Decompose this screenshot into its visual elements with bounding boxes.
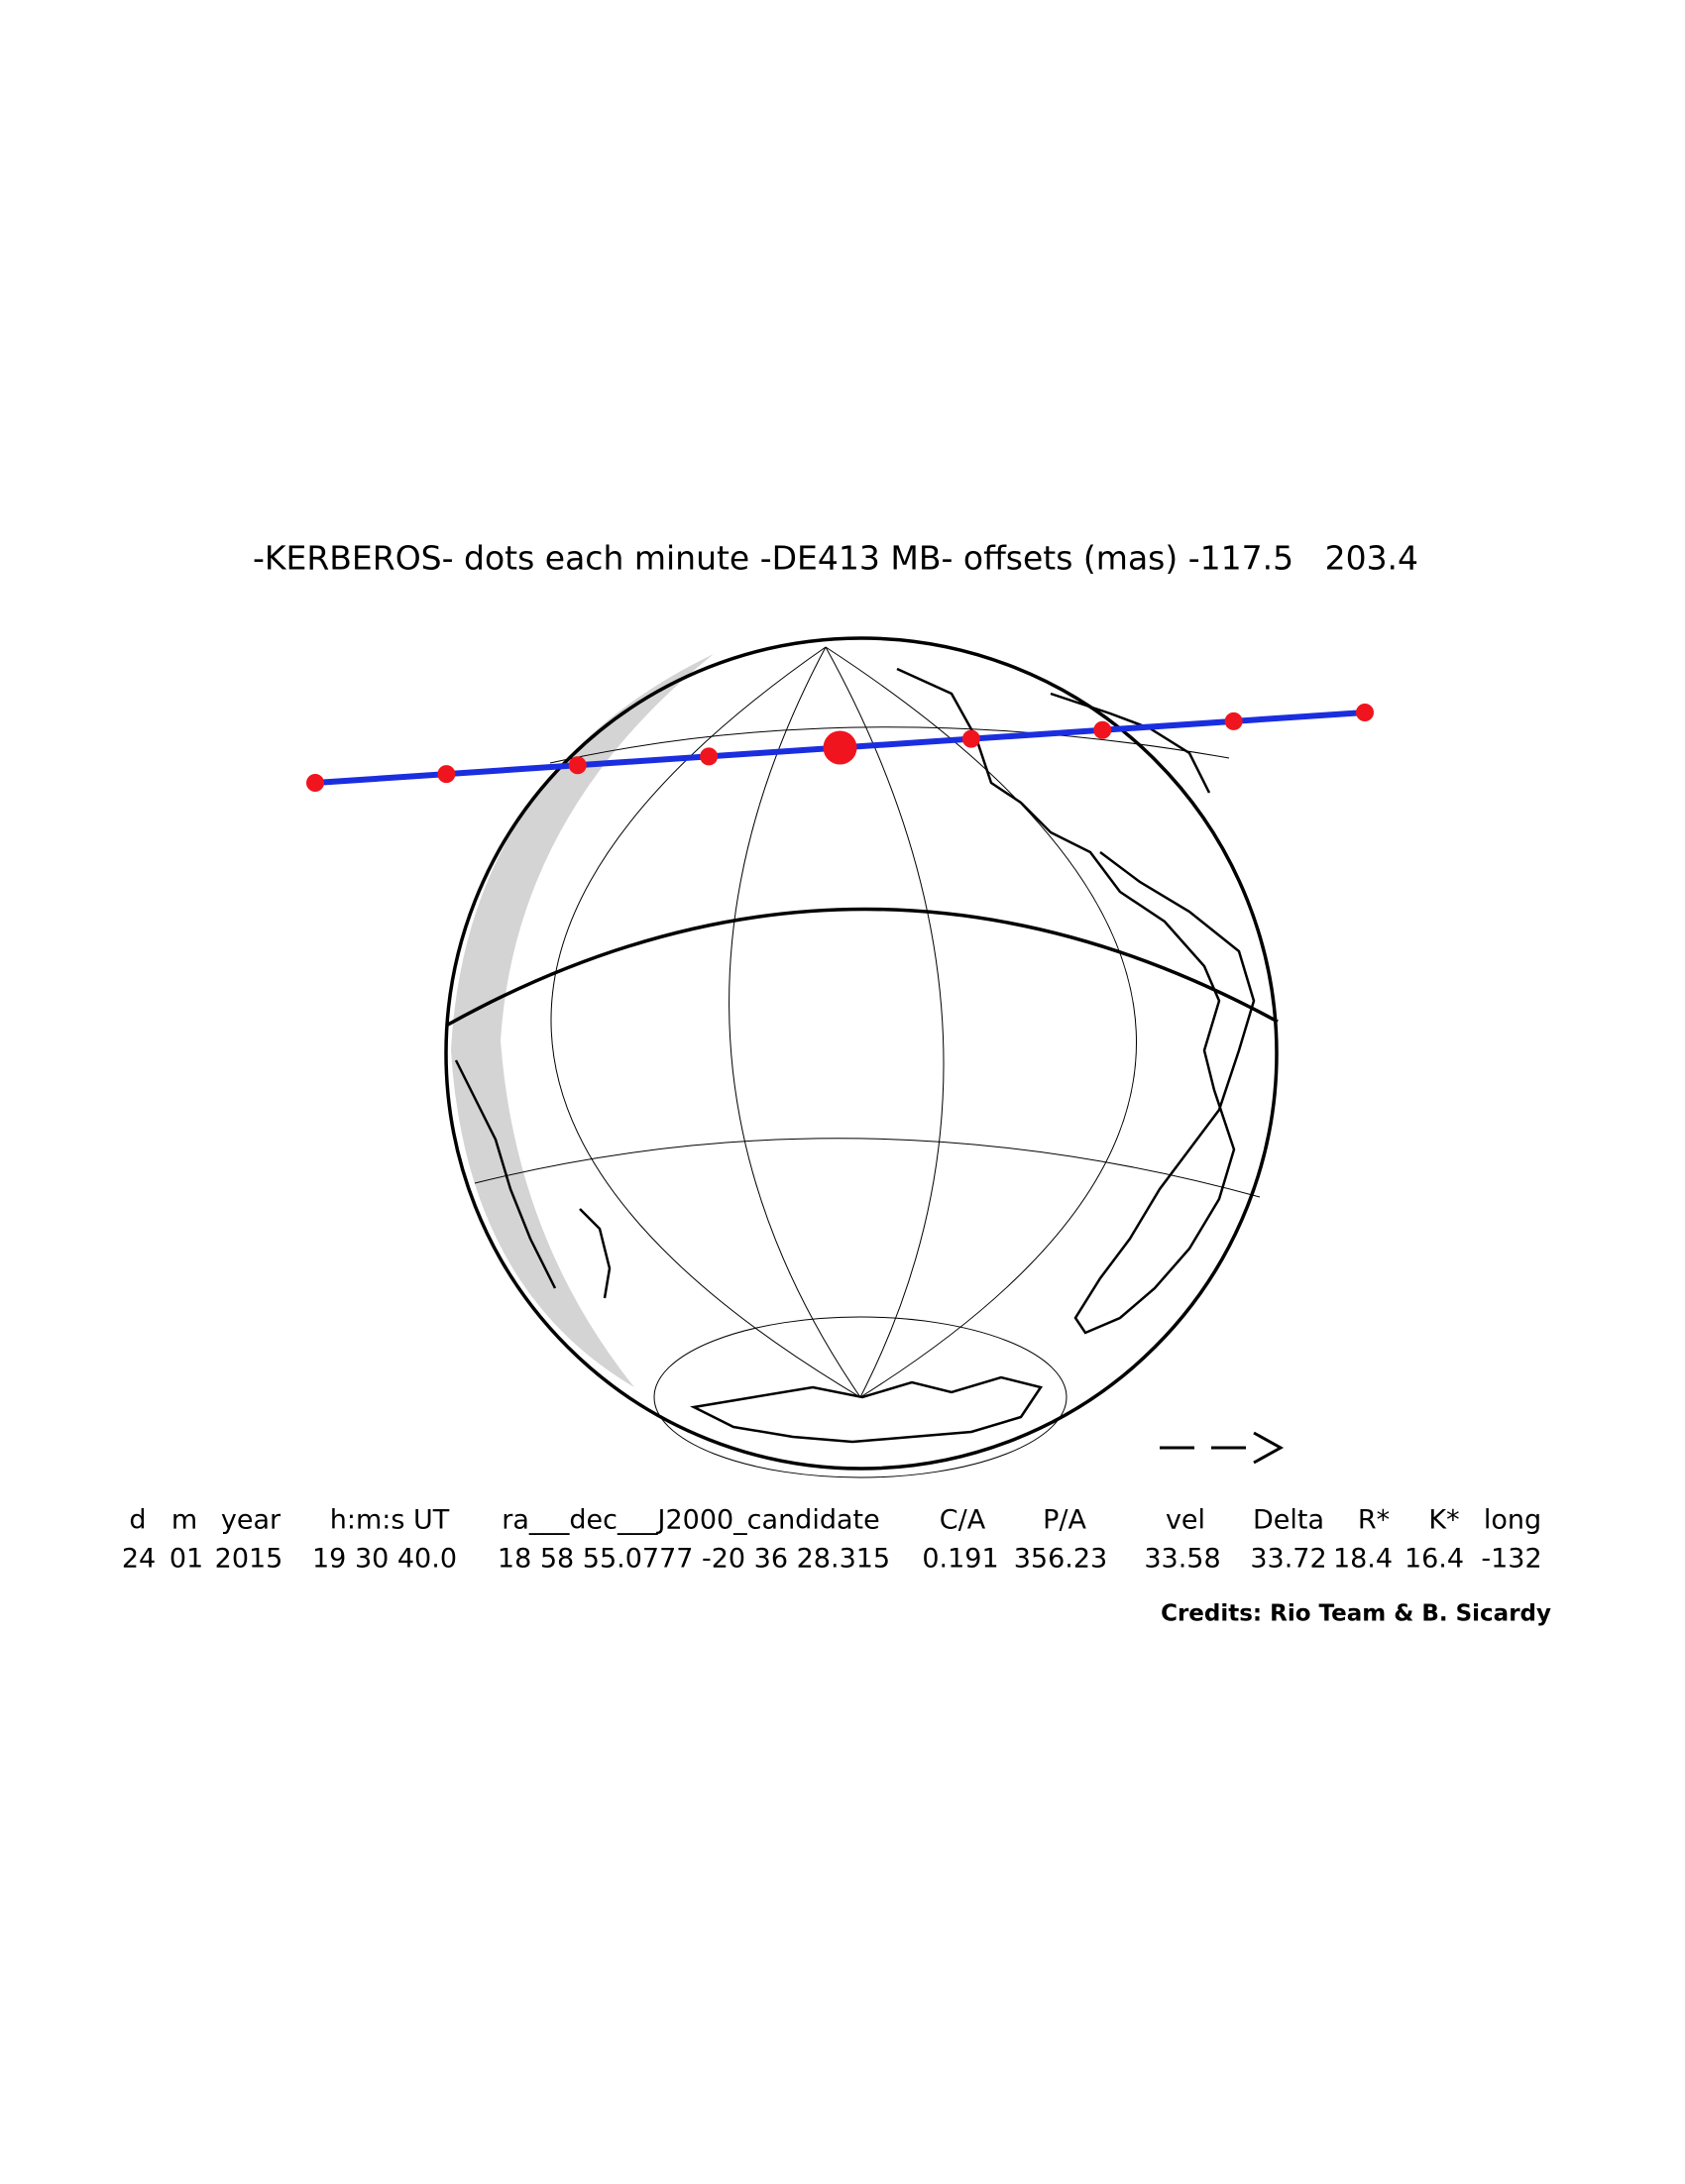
cell-value: 33.58 [1144, 1544, 1220, 1575]
cell-value: 0.191 [922, 1544, 998, 1575]
minute-dot [700, 747, 719, 766]
column-header: m [171, 1505, 197, 1536]
central-dot [823, 730, 857, 765]
column-header: R* [1358, 1505, 1390, 1536]
cell-value: 33.72 [1250, 1544, 1326, 1575]
coastline [896, 667, 1256, 1335]
direction-arrow [1160, 1431, 1285, 1465]
column-header: d [129, 1505, 146, 1536]
column-header: C/A [940, 1505, 986, 1536]
equator [445, 907, 1279, 1028]
parallel [549, 726, 1230, 764]
meridian [825, 646, 945, 1398]
map-title: -KERBEROS- dots each minute -DE413 MB- o… [253, 539, 1418, 578]
cell-value: -132 [1481, 1544, 1541, 1575]
cell-value: 18 58 55.0777 -20 36 28.315 [498, 1544, 890, 1575]
column-header: vel [1166, 1505, 1205, 1536]
cell-value: 01 [169, 1544, 203, 1575]
column-header: K* [1428, 1505, 1459, 1536]
antarctica [690, 1375, 1044, 1444]
cell-value: 16.4 [1404, 1544, 1464, 1575]
arrow-head [1253, 1431, 1285, 1465]
occultation-track [306, 704, 1374, 792]
credits: Credits: Rio Team & B. Sicardy [1161, 1601, 1551, 1627]
minute-dot [961, 729, 980, 748]
minute-dot [1093, 720, 1112, 739]
column-header: ra___dec___J2000_candidate [502, 1505, 879, 1536]
cell-value: 356.23 [1014, 1544, 1107, 1575]
meridian [825, 646, 1138, 1398]
meridian [550, 646, 861, 1398]
minute-dot [437, 765, 456, 784]
minute-dot [1224, 711, 1243, 730]
globe [444, 636, 1279, 1478]
column-header: year [221, 1505, 281, 1536]
meridian [729, 646, 861, 1398]
data-table: d m year h:m:s UT ra___dec___J2000_candidate… [122, 1505, 1542, 1575]
column-header: long [1484, 1505, 1541, 1536]
column-header: h:m:s UT [330, 1505, 450, 1536]
cell-value: 24 [122, 1544, 156, 1575]
cell-value: 2015 [215, 1544, 283, 1575]
coastline [454, 1059, 612, 1299]
minute-dot [1356, 704, 1374, 721]
cell-value: 18.4 [1333, 1544, 1393, 1575]
globe-outline [444, 636, 1279, 1471]
minute-dot [306, 774, 324, 792]
parallel [474, 1138, 1261, 1198]
cell-value: 19 30 40.0 [312, 1544, 457, 1575]
column-header: P/A [1043, 1505, 1086, 1536]
column-header: Delta [1253, 1505, 1324, 1536]
minute-dot [568, 756, 587, 775]
polar-circle [653, 1316, 1067, 1478]
